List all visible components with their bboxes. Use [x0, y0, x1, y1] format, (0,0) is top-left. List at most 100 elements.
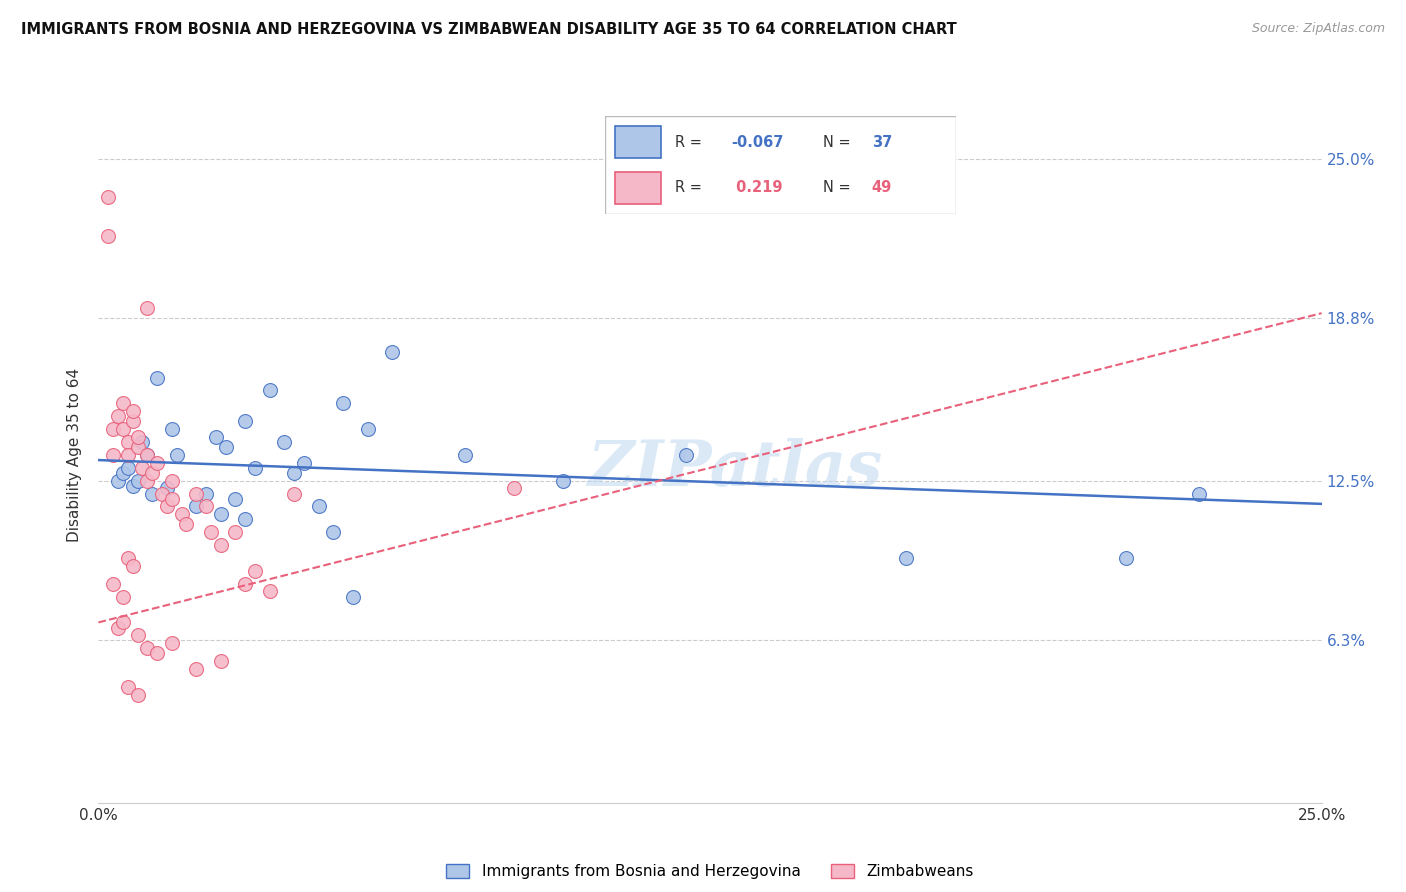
Point — [200, 525, 222, 540]
Y-axis label: Disability Age 35 to 64: Disability Age 35 to 64 — [67, 368, 83, 542]
Point — [141, 486, 163, 500]
Point — [121, 479, 143, 493]
Point — [111, 590, 134, 604]
Point — [107, 621, 129, 635]
Point — [131, 435, 153, 450]
Point — [131, 460, 153, 475]
Point — [127, 440, 149, 454]
Point — [224, 491, 246, 506]
Text: 49: 49 — [872, 180, 891, 195]
Point — [117, 460, 139, 475]
Point — [283, 466, 305, 480]
Text: ZIPatlas: ZIPatlas — [586, 438, 882, 500]
Point — [195, 486, 218, 500]
Point — [503, 482, 526, 496]
Point — [259, 584, 281, 599]
Point — [205, 430, 228, 444]
Point — [292, 456, 315, 470]
Point — [332, 396, 354, 410]
Point — [97, 190, 120, 204]
Point — [160, 491, 183, 506]
Point — [1188, 486, 1211, 500]
Point — [170, 507, 193, 521]
Point — [186, 486, 208, 500]
Point — [117, 448, 139, 462]
Point — [141, 466, 163, 480]
Point — [136, 448, 159, 462]
Point — [136, 474, 159, 488]
Point — [107, 474, 129, 488]
Text: 37: 37 — [872, 135, 891, 150]
Point — [553, 474, 575, 488]
FancyBboxPatch shape — [616, 126, 661, 158]
Text: R =: R = — [675, 135, 702, 150]
Point — [146, 370, 169, 384]
Point — [117, 680, 139, 694]
Point — [121, 404, 143, 418]
Point — [224, 525, 246, 540]
Point — [150, 486, 173, 500]
Point — [111, 615, 134, 630]
Text: 0.219: 0.219 — [731, 180, 783, 195]
Point — [101, 448, 124, 462]
Point — [273, 435, 295, 450]
Point — [127, 474, 149, 488]
Point — [127, 628, 149, 642]
Point — [308, 500, 330, 514]
Point — [160, 422, 183, 436]
Point — [209, 507, 232, 521]
Point — [136, 301, 159, 315]
Point — [243, 460, 266, 475]
Point — [166, 448, 188, 462]
Text: IMMIGRANTS FROM BOSNIA AND HERZEGOVINA VS ZIMBABWEAN DISABILITY AGE 35 TO 64 COR: IMMIGRANTS FROM BOSNIA AND HERZEGOVINA V… — [21, 22, 957, 37]
Point — [127, 430, 149, 444]
Point — [121, 558, 143, 573]
Point — [195, 500, 218, 514]
Point — [1115, 551, 1137, 566]
Point — [111, 396, 134, 410]
Point — [101, 576, 124, 591]
Point — [894, 551, 917, 566]
Point — [101, 422, 124, 436]
Point — [107, 409, 129, 424]
Point — [111, 466, 134, 480]
Point — [117, 435, 139, 450]
Point — [342, 590, 364, 604]
Point — [356, 422, 378, 436]
FancyBboxPatch shape — [616, 172, 661, 204]
Point — [136, 448, 159, 462]
Text: R =: R = — [675, 180, 702, 195]
Point — [146, 456, 169, 470]
Point — [156, 500, 179, 514]
Point — [160, 636, 183, 650]
Point — [146, 646, 169, 660]
Point — [156, 482, 179, 496]
Point — [381, 344, 404, 359]
Text: Source: ZipAtlas.com: Source: ZipAtlas.com — [1251, 22, 1385, 36]
Point — [136, 641, 159, 656]
Legend: Immigrants from Bosnia and Herzegovina, Zimbabweans: Immigrants from Bosnia and Herzegovina, … — [440, 858, 980, 886]
FancyBboxPatch shape — [605, 116, 956, 214]
Point — [97, 228, 120, 243]
Point — [111, 422, 134, 436]
Point — [233, 576, 256, 591]
Point — [186, 500, 208, 514]
Text: N =: N = — [823, 180, 851, 195]
Point — [675, 448, 697, 462]
Text: -0.067: -0.067 — [731, 135, 783, 150]
Point — [243, 564, 266, 578]
Point — [176, 517, 198, 532]
Point — [233, 512, 256, 526]
Point — [209, 538, 232, 552]
Text: N =: N = — [823, 135, 851, 150]
Point — [209, 654, 232, 668]
Point — [214, 440, 236, 454]
Point — [283, 486, 305, 500]
Point — [186, 662, 208, 676]
Point — [121, 414, 143, 428]
Point — [127, 688, 149, 702]
Point — [322, 525, 344, 540]
Point — [454, 448, 477, 462]
Point — [259, 384, 281, 398]
Point — [117, 551, 139, 566]
